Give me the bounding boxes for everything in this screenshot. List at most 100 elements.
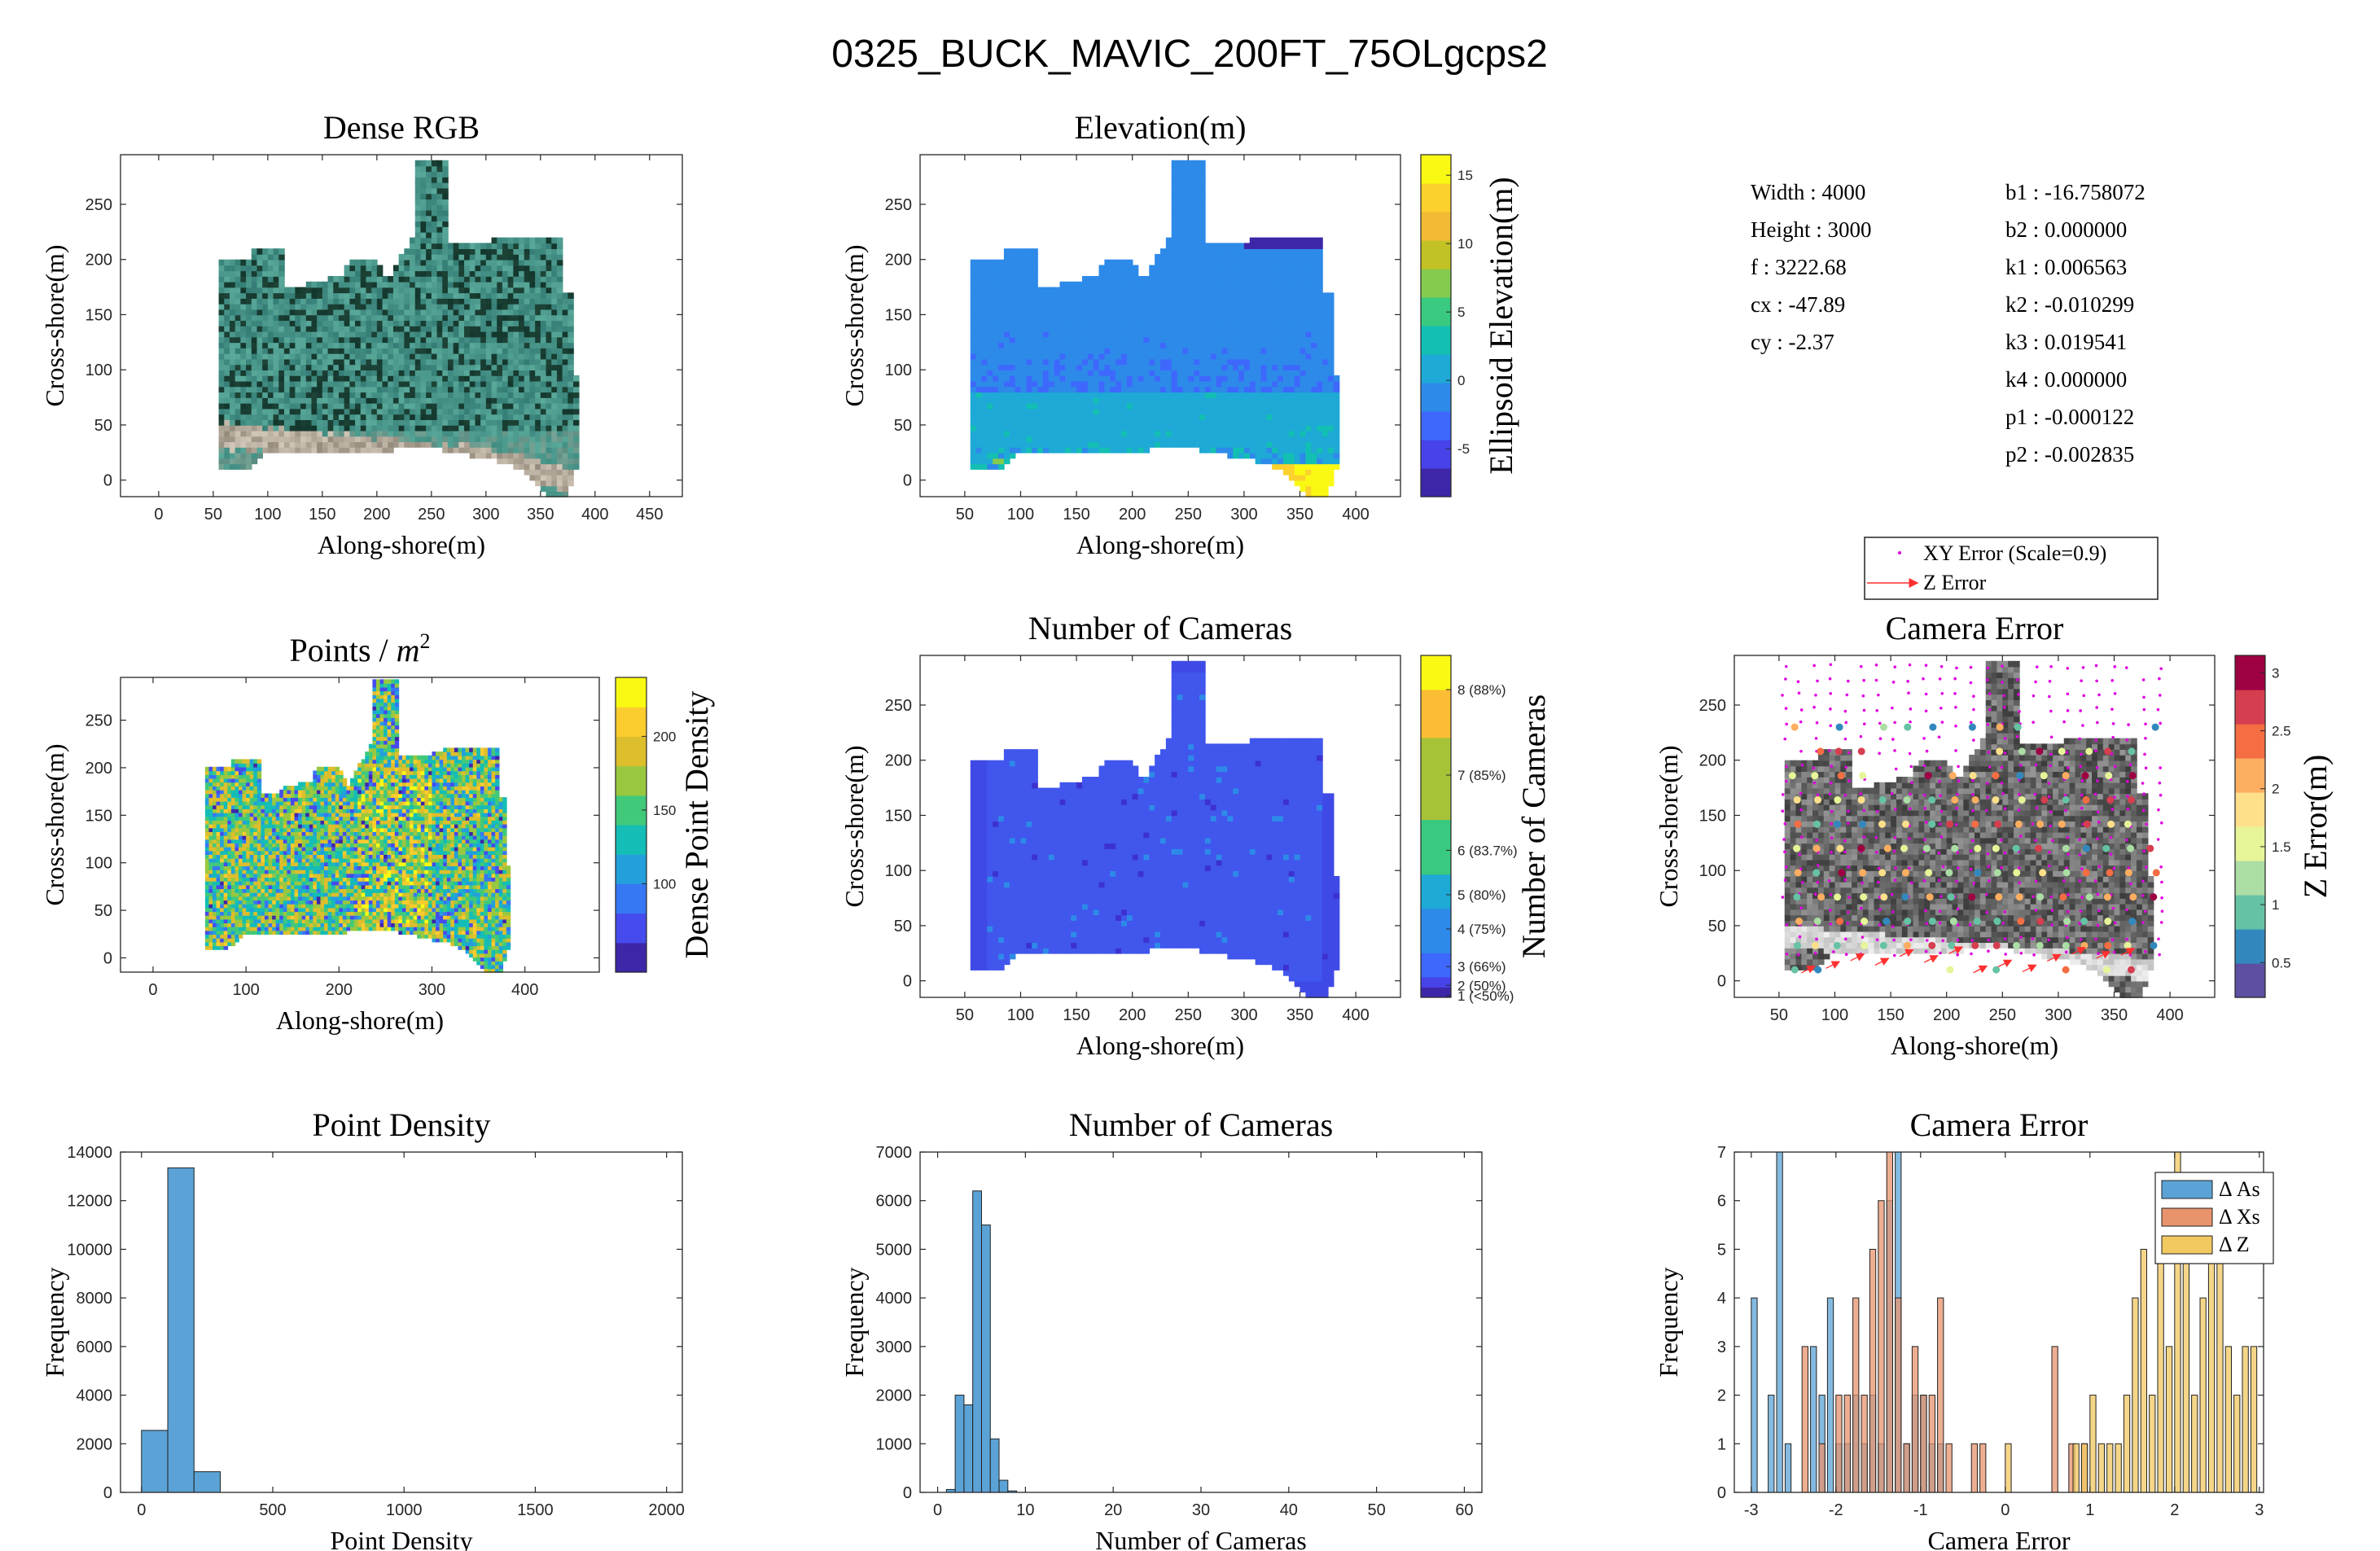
map-cell <box>1009 320 1016 326</box>
map-cell <box>1317 243 1323 249</box>
map-cell <box>1059 348 1067 354</box>
map-cell <box>1143 441 1151 448</box>
map-cell <box>497 248 503 255</box>
map-cell <box>998 326 1005 332</box>
map-cell <box>1294 243 1301 249</box>
map-cell <box>436 380 444 388</box>
map-cell <box>1233 342 1239 348</box>
map-cell <box>1009 287 1016 294</box>
map-cell <box>218 336 226 344</box>
map-cell <box>1321 358 1329 366</box>
map-cell <box>267 370 274 376</box>
map-cell <box>1120 331 1128 338</box>
map-cell <box>256 414 263 420</box>
map-cell <box>322 287 329 294</box>
map-cell <box>1210 424 1217 432</box>
map-cell <box>1255 380 1262 388</box>
map-cell <box>519 430 525 437</box>
map-cell <box>480 253 487 261</box>
map-cell <box>519 326 525 332</box>
map-cell <box>1305 447 1313 453</box>
map-cell <box>1076 402 1083 410</box>
map-cell <box>1305 253 1313 261</box>
map-cell <box>975 276 983 283</box>
map-cell <box>1155 414 1161 420</box>
map-cell <box>1104 303 1111 310</box>
map-cell <box>1194 248 1200 255</box>
map-cell <box>970 314 977 322</box>
map-cell <box>1132 314 1139 322</box>
map-cell <box>546 276 553 283</box>
map-cell <box>338 402 345 410</box>
map-cell <box>1143 408 1151 415</box>
map-cell <box>1037 375 1044 382</box>
map-cell <box>1093 281 1100 288</box>
map-cell <box>1132 281 1139 288</box>
map-cell <box>998 430 1005 437</box>
map-cell <box>1037 348 1044 354</box>
map-cell <box>234 370 242 376</box>
map-cell <box>1149 358 1155 366</box>
map-cell <box>981 281 988 288</box>
map-cell <box>262 402 269 410</box>
map-cell <box>327 397 335 404</box>
map-cell <box>1042 402 1050 410</box>
map-cell <box>360 414 367 420</box>
map-cell <box>1182 265 1190 272</box>
map-cell <box>1003 358 1010 366</box>
map-cell <box>1137 342 1145 348</box>
map-cell <box>338 408 345 415</box>
map-cell <box>1266 408 1273 415</box>
map-cell <box>1255 287 1262 294</box>
map-cell <box>1221 265 1229 272</box>
map-cell <box>546 364 553 370</box>
map-cell <box>355 309 362 316</box>
map-cell <box>1255 309 1262 316</box>
map-cell <box>513 259 519 266</box>
map-cell <box>240 386 247 393</box>
map-cell <box>436 248 444 255</box>
map-cell <box>519 314 525 322</box>
map-cell <box>507 292 515 299</box>
map-cell <box>556 370 563 376</box>
map-cell <box>519 342 525 348</box>
map-cell <box>371 303 378 310</box>
map-cell <box>529 336 536 344</box>
map-cell <box>1311 380 1317 388</box>
map-cell <box>1120 414 1128 420</box>
map-cell <box>267 402 274 410</box>
map-cell <box>218 402 226 410</box>
map-cell <box>1059 419 1067 426</box>
map-cell <box>1282 248 1290 255</box>
map-cell <box>1126 309 1133 316</box>
map-cell <box>1305 265 1313 272</box>
map-cell <box>273 408 280 415</box>
map-cell <box>1294 270 1301 277</box>
map-cell <box>1098 392 1106 398</box>
map-cell <box>1294 414 1301 420</box>
map-cell <box>551 436 558 443</box>
map-cell <box>970 402 977 410</box>
map-cell <box>1188 320 1194 326</box>
map-cell <box>1272 342 1278 348</box>
map-cell <box>442 171 449 177</box>
map-cell <box>431 226 438 233</box>
map-cell <box>376 309 384 316</box>
map-cell <box>267 281 274 288</box>
map-cell <box>540 298 547 305</box>
map-cell <box>431 248 438 255</box>
map-cell <box>1210 364 1217 370</box>
map-cell <box>300 342 307 348</box>
map-cell <box>273 326 280 332</box>
map-cell <box>1221 309 1229 316</box>
map-cell <box>349 380 356 388</box>
map-cell <box>1282 314 1290 322</box>
map-cell <box>420 430 427 437</box>
map-cell <box>382 436 389 443</box>
map-cell <box>327 314 335 322</box>
map-cell <box>1300 474 1307 481</box>
map-cell <box>1065 281 1072 288</box>
map-cell <box>1260 447 1268 453</box>
map-cell <box>1278 342 1284 348</box>
map-cell <box>1015 326 1022 332</box>
